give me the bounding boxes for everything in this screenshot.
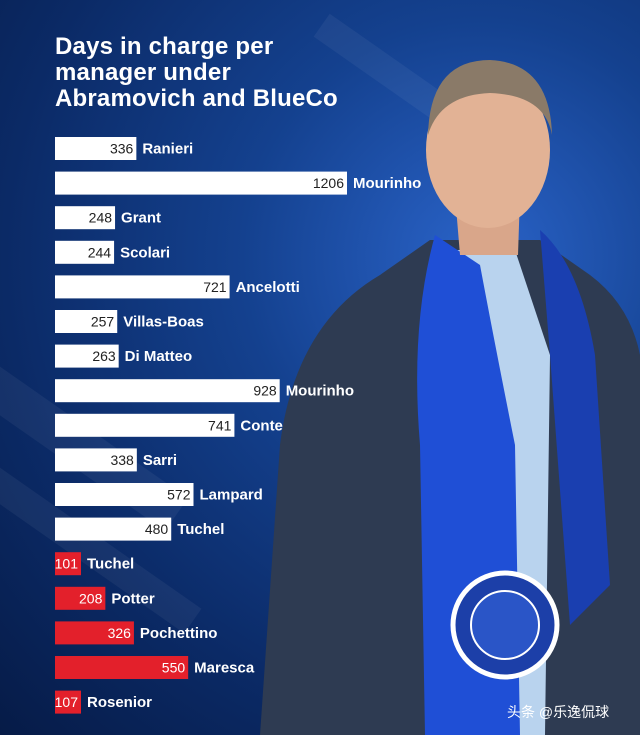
bar — [55, 171, 347, 195]
manager-name-label: Ancelotti — [236, 279, 300, 296]
manager-name-label: Mourinho — [286, 383, 354, 400]
bar-value-label: 208 — [79, 590, 103, 606]
bar-value-label: 326 — [108, 625, 132, 641]
bar-value-label: 257 — [91, 314, 115, 330]
title-line: Abramovich and BlueCo — [55, 85, 338, 112]
bar — [55, 379, 280, 403]
manager-name-label: Grant — [121, 210, 161, 227]
title-line: Days in charge per — [55, 33, 274, 60]
bar-value-label: 1206 — [313, 175, 344, 191]
manager-name-label: Di Matteo — [125, 348, 193, 365]
manager-name-label: Scolari — [120, 244, 170, 261]
bar — [55, 690, 81, 714]
manager-name-label: Ranieri — [142, 141, 193, 158]
bar-value-label: 480 — [145, 521, 169, 537]
bar — [55, 413, 235, 437]
manager-name-label: Conte — [240, 417, 283, 434]
bar — [55, 240, 115, 264]
manager-name-label: Sarri — [143, 452, 177, 469]
bar — [55, 552, 81, 576]
bar — [55, 310, 118, 333]
bar-value-label: 338 — [110, 452, 134, 468]
bar — [55, 448, 137, 472]
bar-value-label: 550 — [162, 660, 186, 676]
bar — [55, 137, 137, 160]
scarf-right — [540, 230, 610, 625]
bar-value-label: 572 — [167, 487, 191, 503]
head — [426, 72, 550, 228]
bar — [55, 206, 116, 230]
bar-value-label: 101 — [55, 556, 79, 572]
title-line: manager under — [55, 59, 231, 86]
bar-value-label: 248 — [89, 210, 113, 226]
bar-value-label: 263 — [92, 348, 116, 364]
bar-value-label: 336 — [110, 141, 134, 157]
manager-name-label: Mourinho — [353, 175, 421, 192]
bar — [55, 483, 194, 506]
manager-name-label: Rosenior — [87, 694, 152, 711]
watermark: 头条 @乐逸侃球 — [507, 704, 610, 720]
bar — [55, 344, 119, 368]
manager-name-label: Potter — [111, 590, 155, 607]
manager-name-label: Tuchel — [87, 556, 134, 573]
bar-value-label: 741 — [208, 417, 232, 433]
bar-value-label: 244 — [88, 244, 112, 260]
chart-title: Days in charge per manager under Abramov… — [55, 34, 415, 112]
manager-name-label: Maresca — [194, 660, 255, 677]
manager-name-label: Tuchel — [177, 521, 224, 538]
bar-value-label: 928 — [253, 383, 277, 399]
bar — [55, 656, 189, 679]
manager-photo — [260, 60, 640, 735]
bar — [55, 586, 106, 610]
manager-name-label: Lampard — [199, 487, 262, 504]
bar — [55, 621, 134, 645]
bar — [55, 517, 172, 541]
bar — [55, 275, 230, 299]
crest-inner — [470, 590, 540, 660]
manager-name-label: Villas-Boas — [123, 314, 204, 331]
bar-value-label: 721 — [203, 279, 227, 295]
manager-name-label: Pochettino — [140, 625, 218, 642]
bar-value-label: 107 — [55, 694, 79, 710]
hair — [428, 60, 552, 135]
